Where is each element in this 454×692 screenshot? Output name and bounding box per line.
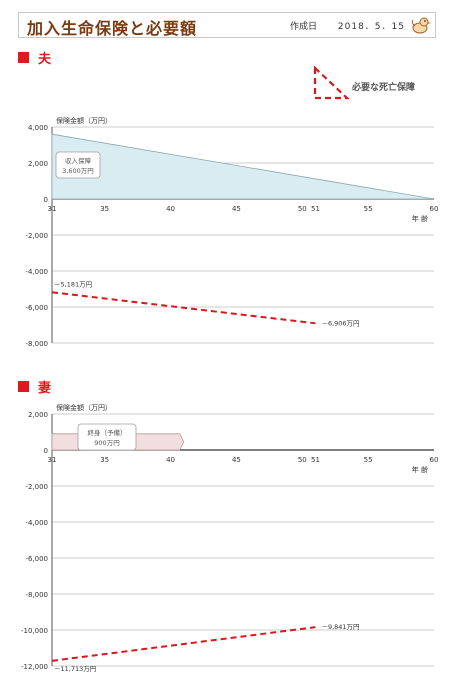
y-tick-label: -2,000 <box>25 483 48 491</box>
coverage-name: 終身（予備） <box>88 428 127 437</box>
legend-label: 必要な死亡保障 <box>352 83 416 93</box>
bird-mascot-icon <box>411 17 431 34</box>
required-end-label: －6,906万円 <box>321 319 359 327</box>
y-tick-label: -4,000 <box>25 268 48 276</box>
y-tick-label: -10,000 <box>21 627 48 635</box>
coverage-label-box <box>55 151 101 179</box>
x-tick-label: 45 <box>232 205 241 213</box>
y-tick-label: -6,000 <box>25 555 48 563</box>
required-amount-line <box>51 626 316 662</box>
date-label: 作成日 <box>289 22 317 32</box>
y-tick-label: 2,000 <box>28 160 48 168</box>
date-value: 2018．5．15 <box>337 22 405 32</box>
x-tick-label: 60 <box>430 456 439 464</box>
coverage-label-box <box>77 423 137 451</box>
x-tick-label: 51 <box>311 205 320 213</box>
y-tick-label: 0 <box>44 196 48 204</box>
y-tick-label: -6,000 <box>25 304 48 312</box>
y-axis-label: 保険金額（万円） <box>56 116 112 125</box>
x-tick-label: 50 <box>298 205 307 213</box>
y-tick-label: 0 <box>44 447 48 455</box>
x-tick-label: 55 <box>364 205 373 213</box>
coverage-name: 収入保障 <box>65 156 92 165</box>
y-tick-label: -8,000 <box>25 591 48 599</box>
x-tick-label: 51 <box>311 456 320 464</box>
coverage-amount: 900万円 <box>94 439 119 447</box>
y-tick-label: -4,000 <box>25 519 48 527</box>
x-tick-label: 40 <box>166 456 175 464</box>
y-tick-label: 4,000 <box>28 124 48 132</box>
x-tick-label: 35 <box>100 205 109 213</box>
section-label-husband: 夫 <box>38 52 52 67</box>
section-marker-husband <box>18 52 29 63</box>
x-tick-label: 45 <box>232 456 241 464</box>
legend-dashed-triangle-icon <box>313 66 350 100</box>
y-axis-label: 保険金額（万円） <box>56 403 112 412</box>
chart-wife: 2,000 0 -2,000 -4,000 -6,000 -8,000 -10,000 -12… <box>21 403 439 673</box>
required-start-label: －11,713万円 <box>54 665 96 673</box>
x-axis-label: 年 齢 <box>412 465 428 474</box>
y-tick-label: -12,000 <box>21 663 48 671</box>
y-tick-label: -2,000 <box>25 232 48 240</box>
x-tick-label: 55 <box>364 456 373 464</box>
x-tick-label: 40 <box>166 205 175 213</box>
required-start-label: －5,181万円 <box>54 280 92 288</box>
y-tick-label: 2,000 <box>28 411 48 419</box>
section-marker-wife <box>18 381 29 392</box>
x-tick-label: 31 <box>48 205 57 213</box>
x-tick-label: 60 <box>430 205 439 213</box>
x-tick-label: 50 <box>298 456 307 464</box>
x-tick-label: 35 <box>100 456 109 464</box>
coverage-area <box>51 133 435 200</box>
chart-husband: 4,000 2,000 0 -2,000 -4,000 -6,000 -8,000 保険金額（… <box>25 116 439 348</box>
required-amount-line <box>51 291 316 325</box>
page-header: 加入生命保険と必要額 作成日 2018．5．15 <box>18 12 436 38</box>
x-axis-label: 年 齢 <box>412 214 428 223</box>
y-tick-label: -8,000 <box>25 340 48 348</box>
required-end-label: －9,841万円 <box>321 623 359 631</box>
coverage-amount: 3,600万円 <box>62 167 94 175</box>
x-tick-label: 31 <box>48 456 57 464</box>
section-label-wife: 妻 <box>38 381 52 396</box>
page-title: 加入生命保険と必要額 <box>27 19 198 38</box>
